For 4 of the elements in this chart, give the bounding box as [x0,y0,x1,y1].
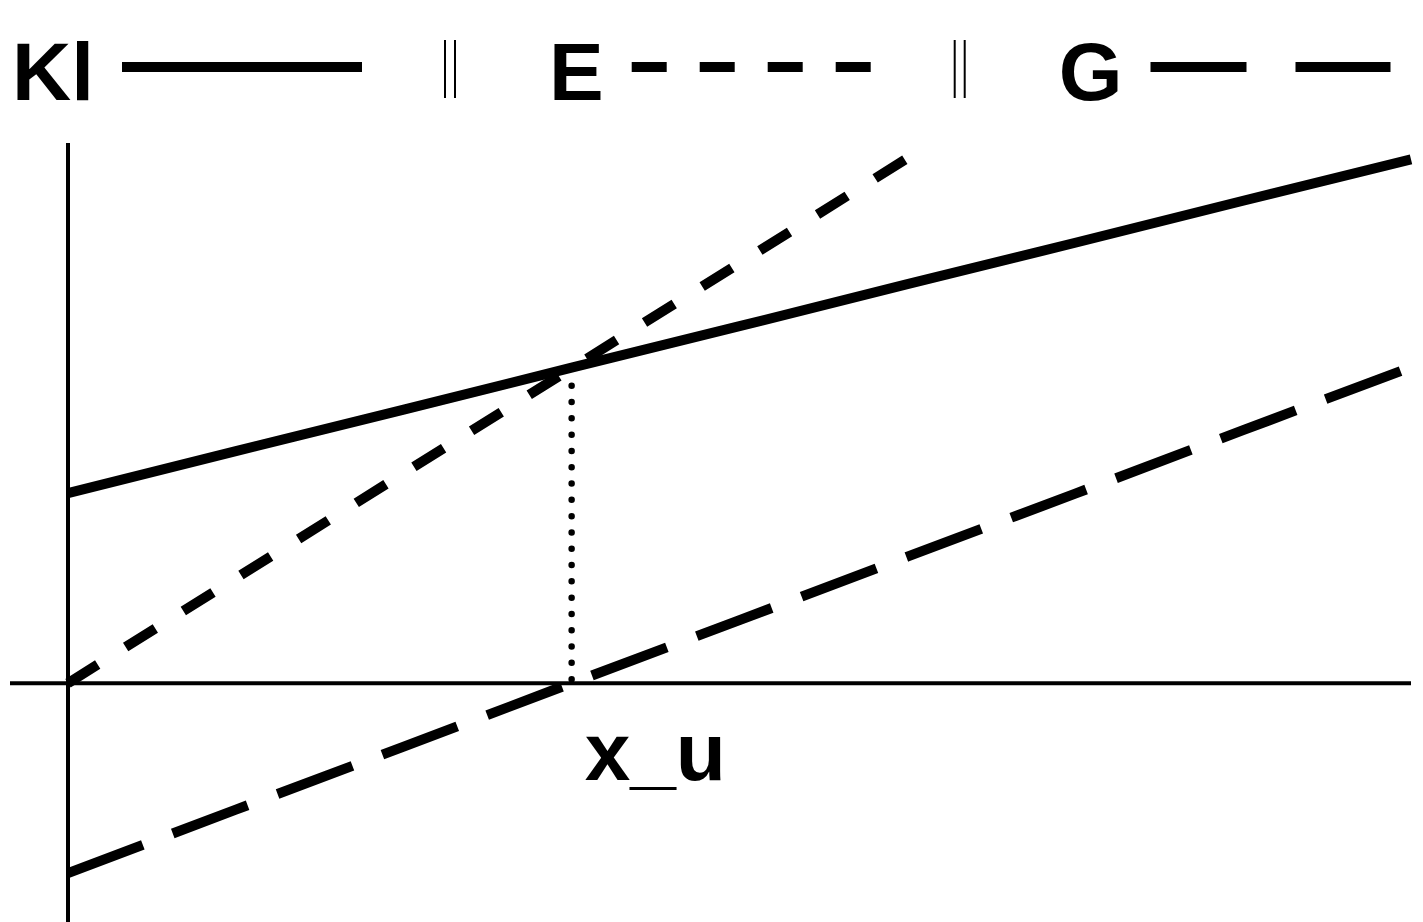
legend-label: Kl [12,26,94,117]
annotation: x_u [584,706,726,798]
legend-label: G [1058,26,1123,117]
legend-label: E [549,26,604,117]
